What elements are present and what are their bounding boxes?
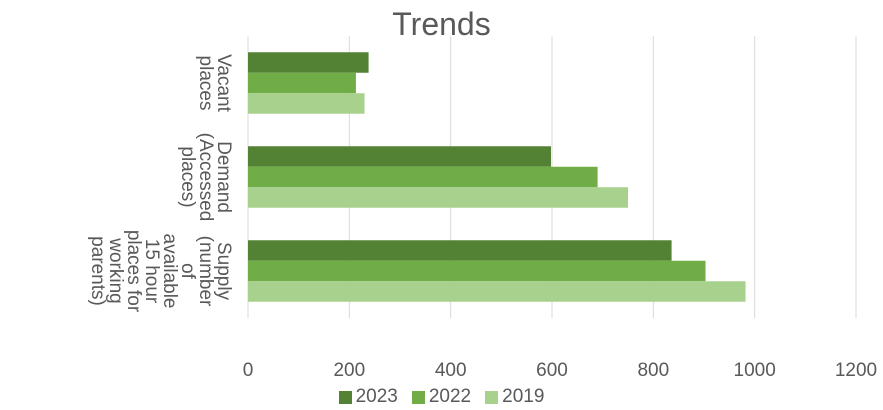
legend-label: 2022 (428, 386, 472, 407)
x-tick-label: 200 (333, 360, 365, 381)
bar (248, 240, 672, 261)
chart-title: Trends (392, 6, 491, 42)
bar (248, 52, 369, 73)
y-category-label-line: parents) (87, 236, 108, 306)
y-category-label-line: (Accessed (195, 133, 216, 222)
x-tick-label: 400 (435, 360, 467, 381)
y-category-label-line: working (105, 237, 126, 303)
y-category-label-line: places) (177, 146, 198, 207)
legend-swatch (338, 390, 352, 404)
bar (248, 146, 551, 167)
y-category-label-line: places for (123, 230, 144, 313)
x-tick-label: 800 (637, 360, 669, 381)
bar (248, 187, 628, 208)
legend-swatch (411, 390, 425, 404)
x-tick-label: 600 (536, 360, 568, 381)
x-tick-label: 1200 (835, 360, 877, 381)
legend: 2023 2022 2019 (0, 386, 883, 408)
bar (248, 72, 356, 94)
y-category-label-line: 15 hour (141, 239, 162, 304)
y-category-label-line: (number (195, 236, 216, 307)
y-category-label-line: of (177, 263, 198, 280)
y-category-label-line: places (195, 56, 216, 111)
legend-item: 2019 (485, 386, 544, 408)
x-tick-label: 0 (243, 360, 254, 381)
bar (248, 166, 598, 188)
legend-item: 2022 (411, 386, 472, 408)
legend-swatch (485, 390, 499, 404)
x-tick-label: 1000 (734, 360, 776, 381)
legend-label: 2019 (502, 386, 545, 407)
bar (248, 93, 365, 114)
legend-item: 2023 (338, 386, 398, 408)
y-category-label-line: Vacant (213, 54, 234, 112)
y-category-label-line: Supply (213, 242, 234, 301)
bar (248, 260, 706, 282)
y-category-label-line: available (159, 234, 180, 309)
legend-label: 2023 (355, 386, 398, 407)
bar (248, 281, 746, 302)
y-category-label-line: Demand (213, 141, 234, 213)
